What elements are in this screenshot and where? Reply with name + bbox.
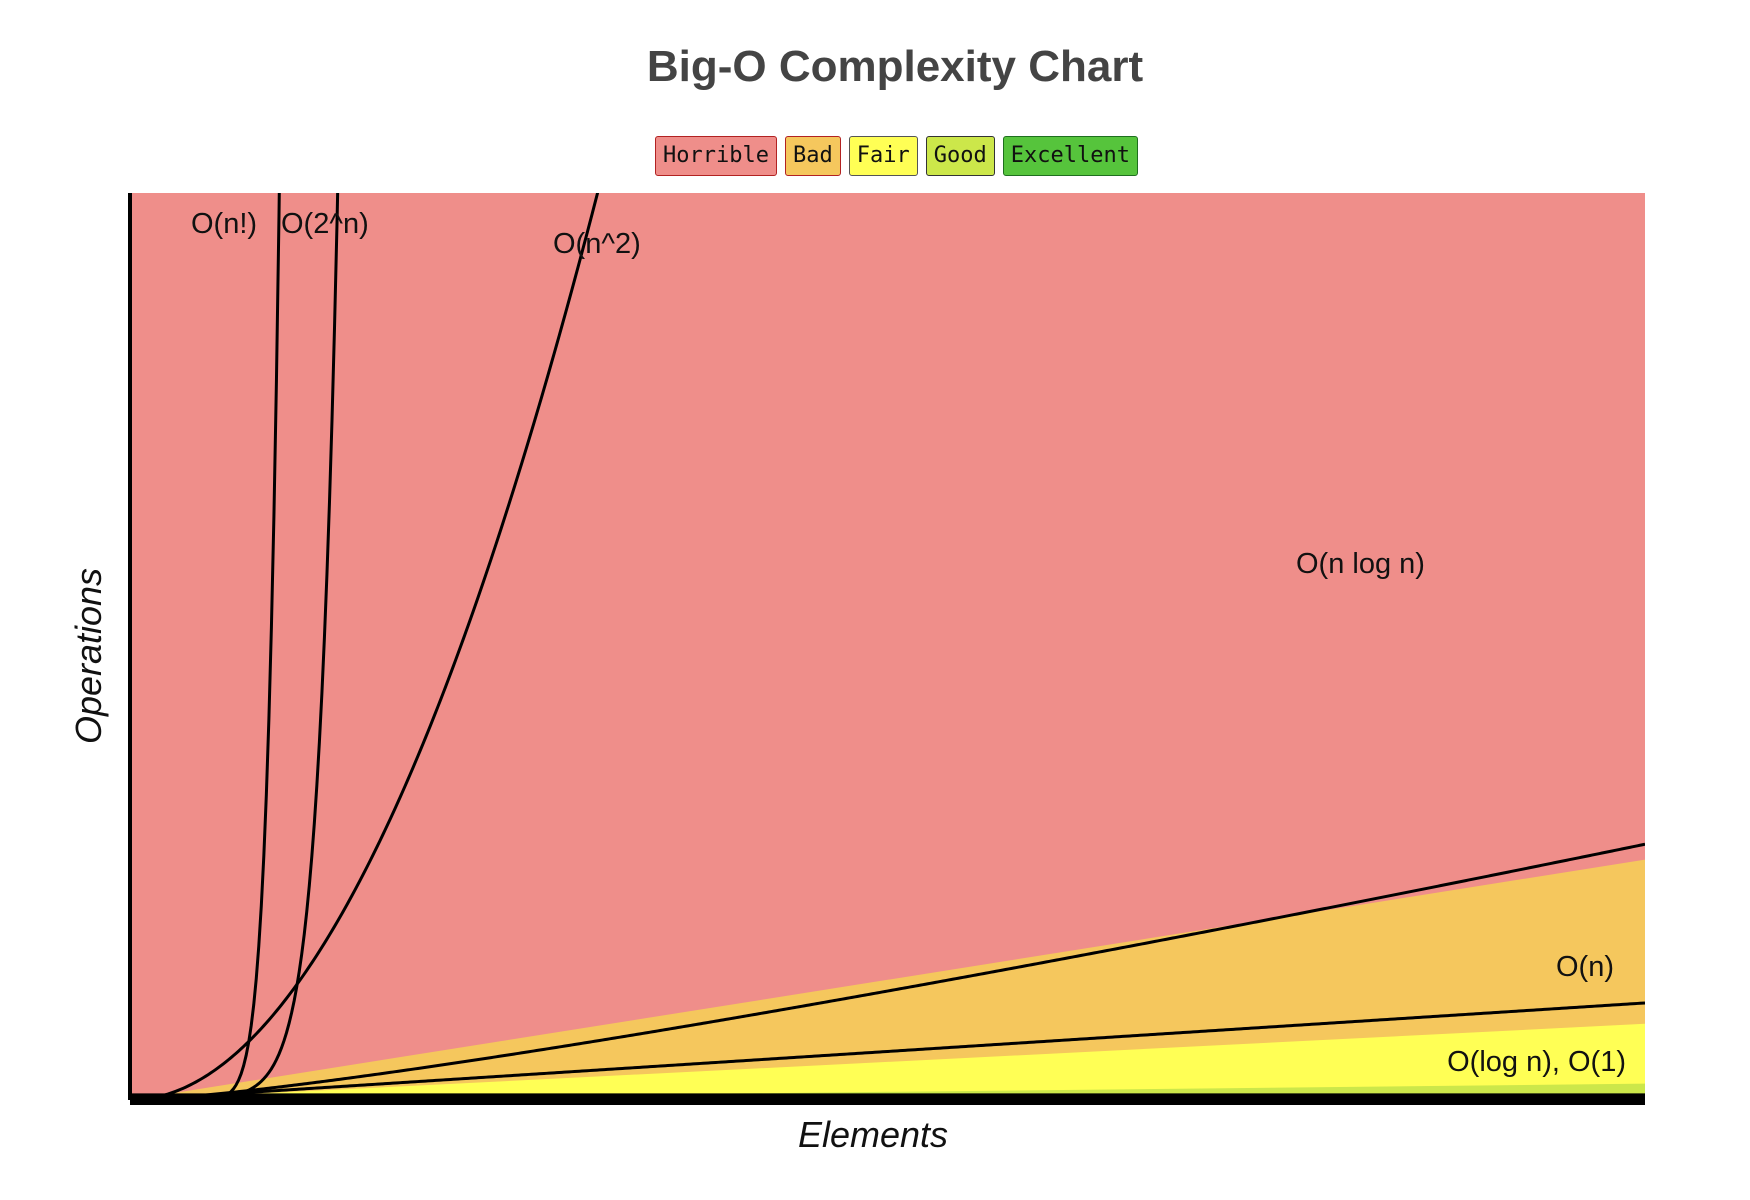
legend-good: Good — [925, 136, 995, 176]
legend: Horrible Bad Fair Good Excellent — [0, 136, 1750, 176]
y-axis-label: Operations — [68, 568, 109, 744]
series-label-nlogn: O(n log n) — [1296, 548, 1425, 580]
curve-quadratic — [130, 193, 600, 1100]
curve-nlogn — [130, 842, 1645, 1100]
legend-fair: Fair — [848, 136, 918, 176]
curve-linear — [130, 1001, 1645, 1100]
region-fair — [130, 1023, 1645, 1100]
series-label-exponential: O(2^n) — [281, 208, 369, 240]
chart-title: Big-O Complexity Chart — [646, 42, 1144, 91]
series-label-linear: O(n) — [1556, 951, 1614, 983]
legend-excellent: Excellent — [1002, 136, 1138, 176]
series-label-factorial: O(n!) — [191, 208, 257, 240]
series-label-constant: O(log n), O(1) — [1447, 1046, 1626, 1078]
region-horrible — [130, 193, 1645, 1100]
series-label-quadratic: O(n^2) — [553, 228, 641, 260]
x-axis-label: Elements — [798, 1114, 948, 1155]
legend-bad: Bad — [785, 136, 841, 176]
legend-horrible: Horrible — [655, 136, 778, 176]
